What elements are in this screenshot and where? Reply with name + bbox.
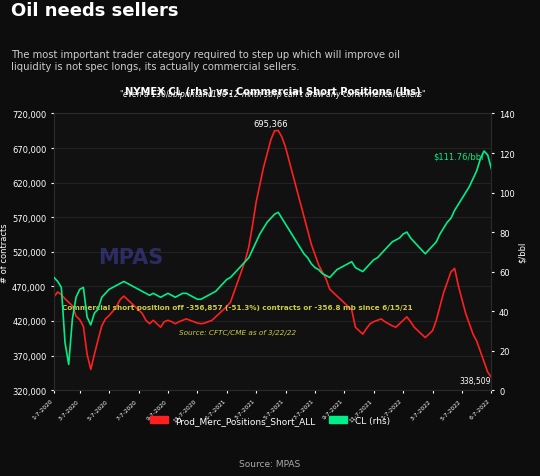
Text: Source: CFTC/CME as of 3/22/22: Source: CFTC/CME as of 3/22/22 xyxy=(179,329,296,335)
Text: The most important trader category required to step up which will improve oil
li: The most important trader category requi… xyxy=(11,50,400,72)
Title: NYMEX CL (rhs) vs. Commercial Short Positions (lhs): NYMEX CL (rhs) vs. Commercial Short Posi… xyxy=(125,87,421,97)
Text: Commercial short position off -356,857 (-51.3%) contracts or -356.8 mb since 6/1: Commercial short position off -356,857 (… xyxy=(63,305,413,310)
Y-axis label: $/bbl: $/bbl xyxy=(517,242,526,263)
Y-axis label: # of contracts: # of contracts xyxy=(0,223,9,282)
Text: $111.76/bbl: $111.76/bbl xyxy=(434,153,484,161)
Text: "even a $130/bbl print and $100 12-mnth strip can't draw any commmerical sellers: "even a $130/bbl print and $100 12-mnth … xyxy=(119,88,427,100)
Text: Source: MPAS: Source: MPAS xyxy=(239,459,301,468)
Text: 695,366: 695,366 xyxy=(254,120,288,129)
Legend: Prod_Merc_Positions_Short_ALL, CL (rhs): Prod_Merc_Positions_Short_ALL, CL (rhs) xyxy=(147,413,393,429)
Text: 338,509: 338,509 xyxy=(460,376,491,385)
Text: MPAS: MPAS xyxy=(98,248,163,268)
Text: Oil needs sellers: Oil needs sellers xyxy=(11,2,178,20)
